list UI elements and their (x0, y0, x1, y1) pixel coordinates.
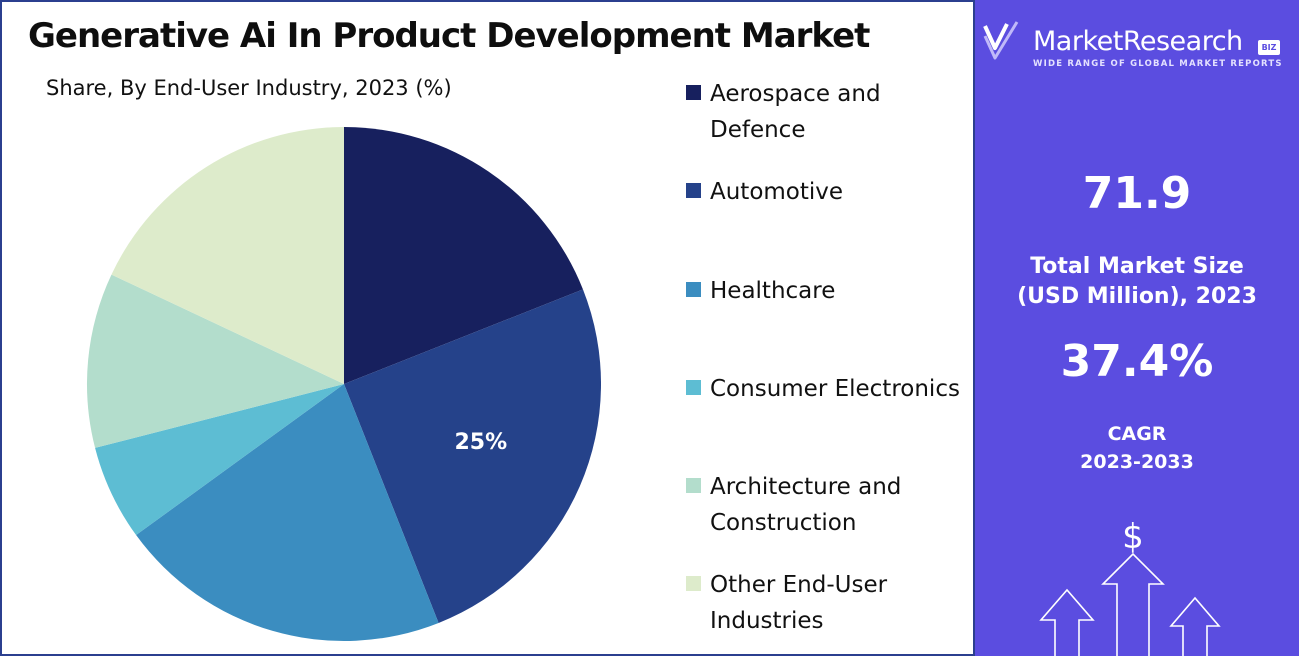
growth-arrows-icon: $ (1039, 517, 1221, 656)
legend-label: Architecture and Construction (710, 474, 902, 536)
brand-name: MarketResearch (1033, 26, 1243, 57)
cagr-label-line1: CAGR (1107, 423, 1167, 445)
legend-label: Healthcare (710, 278, 836, 304)
pie-slice-healthcare (136, 384, 439, 641)
chart-title: Generative Ai In Product Development Mar… (28, 16, 870, 56)
chart-panel: Generative Ai In Product Development Mar… (0, 0, 975, 656)
legend-label: Automotive (710, 179, 844, 205)
legend-swatch (686, 85, 701, 100)
pie-slice-automotive (344, 289, 601, 623)
market-size-value: 71.9 (1082, 168, 1192, 219)
legend-swatch (686, 183, 701, 198)
pie-slice-architecture-and-construction (87, 274, 345, 448)
market-size-label-line2: (USD Million), 2023 (1017, 284, 1257, 309)
pie-slice-aerospace-and-defence (344, 127, 583, 384)
brand-tagline: WIDE RANGE OF GLOBAL MARKET REPORTS (1033, 59, 1283, 69)
chart-subtitle: Share, By End-User Industry, 2023 (%) (46, 76, 452, 100)
cagr-value: 37.4% (1060, 336, 1214, 387)
legend-label: Consumer Electronics (710, 376, 960, 402)
legend-swatch (686, 282, 701, 297)
summary-sidebar: MarketResearch BIZ WIDE RANGE OF GLOBAL … (975, 0, 1299, 656)
brand-badge: BIZ (1258, 40, 1280, 55)
legend-swatch (686, 478, 701, 493)
cagr-label-line2: 2023-2033 (1080, 451, 1194, 473)
legend-swatch (686, 576, 701, 591)
chart-legend: Aerospace and Defence Automotive Healthc… (686, 2, 966, 656)
pie-data-label: 25% (454, 430, 507, 455)
pie-slice-other-end-user-industries (111, 127, 345, 384)
market-size-label-line1: Total Market Size (1030, 254, 1244, 279)
legend-label: Aerospace and Defence (710, 81, 881, 143)
dollar-sign: $ (1122, 517, 1144, 557)
pie-chart: 25% (87, 127, 601, 641)
checkmark-logo-icon (983, 21, 1019, 60)
legend-swatch (686, 380, 701, 395)
pie-slice-consumer-electronics (95, 384, 344, 536)
legend-label: Other End-User Industries (710, 572, 888, 634)
